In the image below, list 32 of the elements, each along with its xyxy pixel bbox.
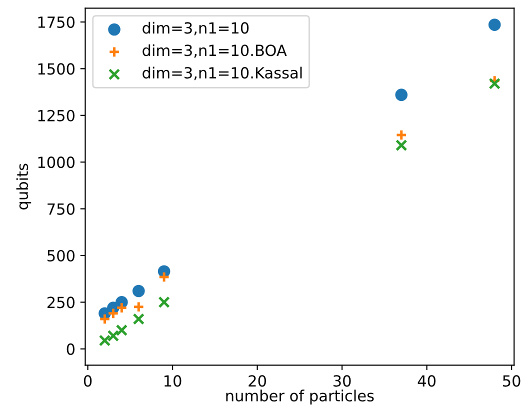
- y-tick-label: 1250: [38, 110, 75, 122]
- legend-label: dim=3,n1=10: [142, 22, 249, 36]
- point: [158, 271, 170, 283]
- x-tick-label: 50: [503, 375, 520, 387]
- x-tick-label: 30: [334, 375, 351, 387]
- point: [395, 139, 408, 152]
- point: [395, 129, 408, 141]
- y-tick-label: 1750: [38, 16, 75, 28]
- x-tick-label: 20: [248, 375, 266, 387]
- point: [116, 324, 128, 336]
- x-tick-label: 0: [84, 375, 92, 387]
- y-tick-label: 1500: [38, 63, 75, 75]
- point: [488, 78, 501, 90]
- point: [395, 88, 408, 101]
- point: [132, 313, 145, 325]
- y-tick-label: 750: [48, 203, 75, 215]
- y-axis-title: qubits: [16, 164, 32, 210]
- point: [98, 334, 111, 346]
- x-tick-label: 10: [164, 375, 182, 387]
- legend-label: dim=3,n1=10.BOA: [142, 44, 287, 58]
- y-tick-label: 250: [47, 296, 75, 308]
- y-tick-label: 0: [66, 343, 75, 355]
- x-tick-label: 40: [418, 375, 436, 387]
- x-axis-title: number of particles: [226, 390, 374, 404]
- point: [107, 330, 120, 342]
- y-tick-label: 500: [48, 250, 75, 262]
- point: [488, 18, 501, 31]
- y-tick-label: 1000: [38, 156, 75, 168]
- point: [158, 296, 170, 308]
- point: [132, 284, 145, 298]
- legend-label: dim=3,n1=10.Kassal: [142, 66, 302, 80]
- point: [132, 300, 145, 313]
